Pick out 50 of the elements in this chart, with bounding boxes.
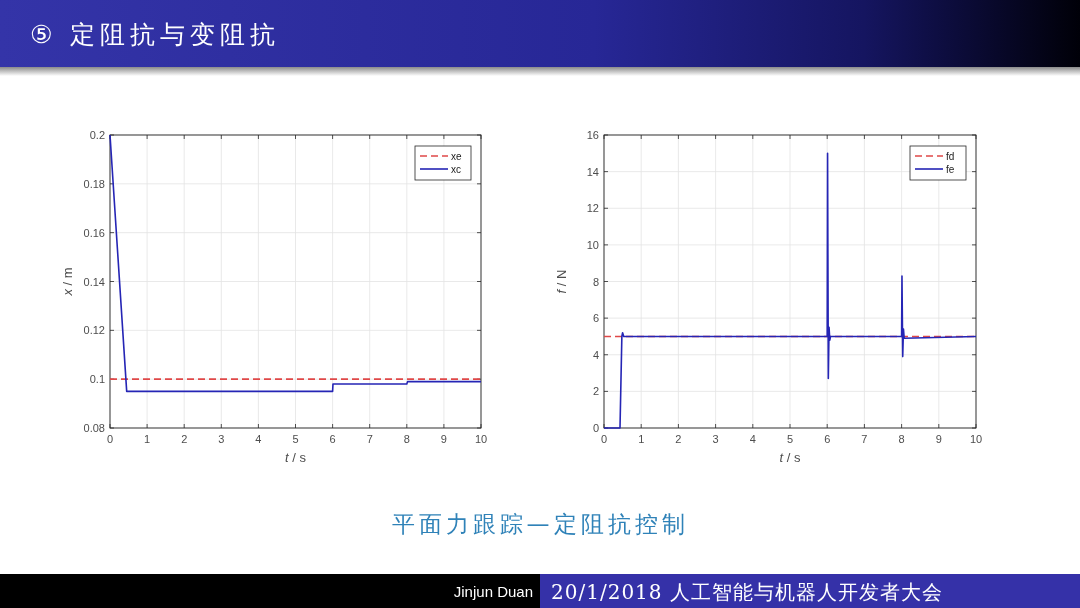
x-tick-label: 5 (786, 433, 794, 445)
legend-label: fe (946, 163, 955, 175)
y-tick-label: 2 (592, 385, 599, 398)
legend-label: xe (451, 150, 462, 162)
y-tick-label: 0.1 (89, 373, 105, 386)
x-axis-title: t / s (285, 450, 307, 465)
y-tick-label: 0 (592, 422, 599, 434)
x-tick-label: 8 (403, 433, 410, 445)
y-tick-label: 0.16 (83, 226, 105, 239)
y-tick-label: 16 (586, 129, 599, 141)
x-tick-label: 0 (106, 433, 114, 445)
y-axis-title: f / N (554, 269, 569, 294)
y-tick-label: 8 (592, 275, 599, 288)
y-tick-label: 14 (586, 165, 599, 178)
y-tick-label: 0.18 (83, 177, 105, 190)
y-tick-label: 6 (592, 312, 599, 325)
text: 平面力跟踪—定阻抗控制 (391, 511, 689, 537)
x-tick-label: 6 (329, 433, 336, 445)
text: 20/1/2018 人工智能与机器人开发者大会 (551, 580, 943, 604)
y-axis-title: x / m (60, 267, 75, 297)
text: Jinjun Duan (453, 583, 533, 600)
x-tick-label: 1 (638, 433, 645, 445)
x-tick-label: 6 (824, 433, 831, 445)
x-tick-label: 10 (474, 433, 488, 445)
y-tick-label: 4 (592, 348, 599, 361)
x-tick-label: 10 (969, 433, 983, 445)
x-tick-label: 2 (675, 433, 682, 445)
x-tick-label: 4 (255, 433, 262, 445)
x-tick-label: 4 (749, 433, 756, 445)
x-tick-label: 8 (898, 433, 905, 445)
y-tick-label: 0.12 (83, 324, 105, 337)
y-tick-label: 12 (586, 202, 599, 215)
legend-label: xc (451, 163, 461, 175)
x-axis-title: t / s (779, 450, 801, 465)
legend-label: fd (946, 150, 955, 162)
y-tick-label: 10 (586, 238, 599, 251)
x-tick-label: 2 (181, 433, 188, 445)
y-tick-label: 0.14 (83, 275, 105, 288)
x-tick-label: 1 (144, 433, 151, 445)
x-tick-label: 5 (292, 433, 299, 445)
x-tick-label: 9 (440, 433, 447, 445)
y-tick-label: 0.08 (83, 422, 105, 434)
x-tick-label: 0 (600, 433, 608, 445)
x-tick-label: 3 (712, 433, 719, 445)
x-tick-label: 3 (218, 433, 225, 445)
y-tick-label: 0.2 (89, 129, 105, 141)
x-tick-label: 7 (366, 433, 373, 445)
text: ⑤ 定阻抗与变阻抗 (30, 20, 281, 49)
x-tick-label: 7 (861, 433, 868, 445)
x-tick-label: 9 (935, 433, 942, 445)
